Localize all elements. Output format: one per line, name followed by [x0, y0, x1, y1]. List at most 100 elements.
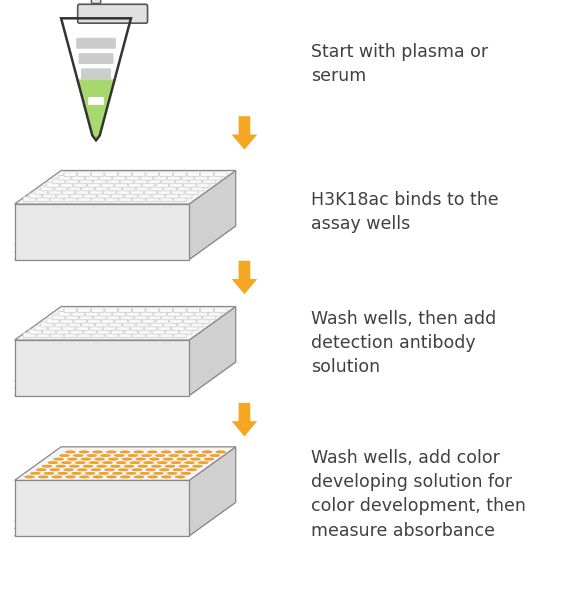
FancyBboxPatch shape	[74, 182, 87, 187]
Ellipse shape	[177, 458, 187, 461]
FancyBboxPatch shape	[54, 186, 67, 191]
Ellipse shape	[42, 465, 52, 467]
FancyBboxPatch shape	[201, 307, 214, 312]
Ellipse shape	[134, 451, 144, 453]
FancyBboxPatch shape	[95, 186, 108, 191]
FancyBboxPatch shape	[78, 333, 91, 338]
Ellipse shape	[169, 454, 179, 457]
Ellipse shape	[65, 451, 75, 453]
FancyBboxPatch shape	[79, 53, 113, 64]
FancyBboxPatch shape	[172, 190, 184, 195]
FancyBboxPatch shape	[130, 190, 143, 195]
Ellipse shape	[165, 465, 175, 467]
Ellipse shape	[157, 462, 167, 464]
Ellipse shape	[187, 468, 197, 471]
FancyBboxPatch shape	[42, 193, 55, 198]
FancyBboxPatch shape	[80, 315, 93, 320]
Ellipse shape	[50, 468, 60, 471]
FancyBboxPatch shape	[197, 318, 210, 323]
Ellipse shape	[202, 451, 212, 453]
Polygon shape	[15, 340, 189, 396]
Polygon shape	[232, 403, 257, 437]
FancyBboxPatch shape	[179, 329, 192, 334]
FancyBboxPatch shape	[148, 315, 161, 320]
FancyBboxPatch shape	[68, 186, 81, 191]
Ellipse shape	[87, 454, 97, 457]
Ellipse shape	[148, 476, 158, 478]
Text: Wash wells, then add
detection antibody
solution: Wash wells, then add detection antibody …	[311, 309, 496, 376]
FancyBboxPatch shape	[162, 179, 175, 184]
FancyBboxPatch shape	[52, 315, 65, 320]
FancyBboxPatch shape	[144, 326, 157, 331]
FancyBboxPatch shape	[139, 329, 151, 334]
FancyBboxPatch shape	[64, 197, 77, 202]
FancyBboxPatch shape	[86, 175, 98, 180]
FancyBboxPatch shape	[70, 329, 83, 334]
FancyBboxPatch shape	[160, 333, 173, 338]
FancyBboxPatch shape	[159, 307, 172, 312]
FancyBboxPatch shape	[162, 315, 175, 320]
FancyBboxPatch shape	[187, 171, 200, 176]
Ellipse shape	[150, 458, 159, 461]
FancyBboxPatch shape	[140, 175, 153, 180]
Ellipse shape	[189, 451, 198, 453]
FancyBboxPatch shape	[87, 182, 100, 187]
Ellipse shape	[77, 468, 87, 471]
Polygon shape	[15, 503, 236, 536]
FancyBboxPatch shape	[29, 193, 42, 198]
FancyBboxPatch shape	[203, 315, 215, 320]
Ellipse shape	[95, 458, 105, 461]
Polygon shape	[189, 306, 236, 396]
FancyBboxPatch shape	[91, 0, 101, 4]
Ellipse shape	[101, 454, 111, 457]
Ellipse shape	[132, 468, 142, 471]
FancyBboxPatch shape	[166, 329, 179, 334]
Ellipse shape	[112, 472, 122, 475]
Ellipse shape	[73, 454, 83, 457]
FancyBboxPatch shape	[115, 318, 127, 323]
FancyBboxPatch shape	[81, 68, 111, 79]
Ellipse shape	[184, 462, 194, 464]
FancyBboxPatch shape	[183, 318, 196, 323]
Ellipse shape	[63, 468, 73, 471]
Polygon shape	[15, 481, 189, 536]
FancyBboxPatch shape	[195, 175, 208, 180]
FancyBboxPatch shape	[99, 175, 112, 180]
FancyBboxPatch shape	[189, 315, 202, 320]
FancyBboxPatch shape	[113, 175, 126, 180]
Ellipse shape	[69, 465, 79, 467]
FancyBboxPatch shape	[101, 182, 114, 187]
FancyBboxPatch shape	[99, 311, 112, 316]
Ellipse shape	[99, 472, 109, 475]
FancyBboxPatch shape	[86, 311, 98, 316]
FancyBboxPatch shape	[76, 190, 88, 195]
FancyBboxPatch shape	[76, 38, 116, 49]
Ellipse shape	[193, 465, 203, 467]
FancyBboxPatch shape	[156, 182, 169, 187]
FancyBboxPatch shape	[101, 318, 114, 323]
Polygon shape	[189, 447, 236, 536]
FancyBboxPatch shape	[51, 197, 63, 202]
FancyBboxPatch shape	[179, 193, 192, 198]
FancyBboxPatch shape	[168, 311, 180, 316]
Ellipse shape	[171, 462, 181, 464]
FancyBboxPatch shape	[140, 311, 153, 316]
FancyBboxPatch shape	[146, 171, 159, 176]
FancyBboxPatch shape	[23, 333, 36, 338]
FancyBboxPatch shape	[117, 190, 130, 195]
FancyBboxPatch shape	[201, 171, 214, 176]
Ellipse shape	[111, 465, 120, 467]
FancyBboxPatch shape	[91, 307, 104, 312]
FancyBboxPatch shape	[173, 171, 186, 176]
FancyBboxPatch shape	[29, 329, 42, 334]
FancyBboxPatch shape	[51, 333, 63, 338]
Ellipse shape	[181, 472, 191, 475]
FancyBboxPatch shape	[103, 326, 116, 331]
Ellipse shape	[124, 465, 134, 467]
FancyBboxPatch shape	[41, 322, 54, 327]
FancyBboxPatch shape	[70, 193, 83, 198]
FancyBboxPatch shape	[208, 175, 221, 180]
FancyBboxPatch shape	[160, 197, 173, 202]
Ellipse shape	[120, 476, 130, 478]
Ellipse shape	[216, 451, 226, 453]
